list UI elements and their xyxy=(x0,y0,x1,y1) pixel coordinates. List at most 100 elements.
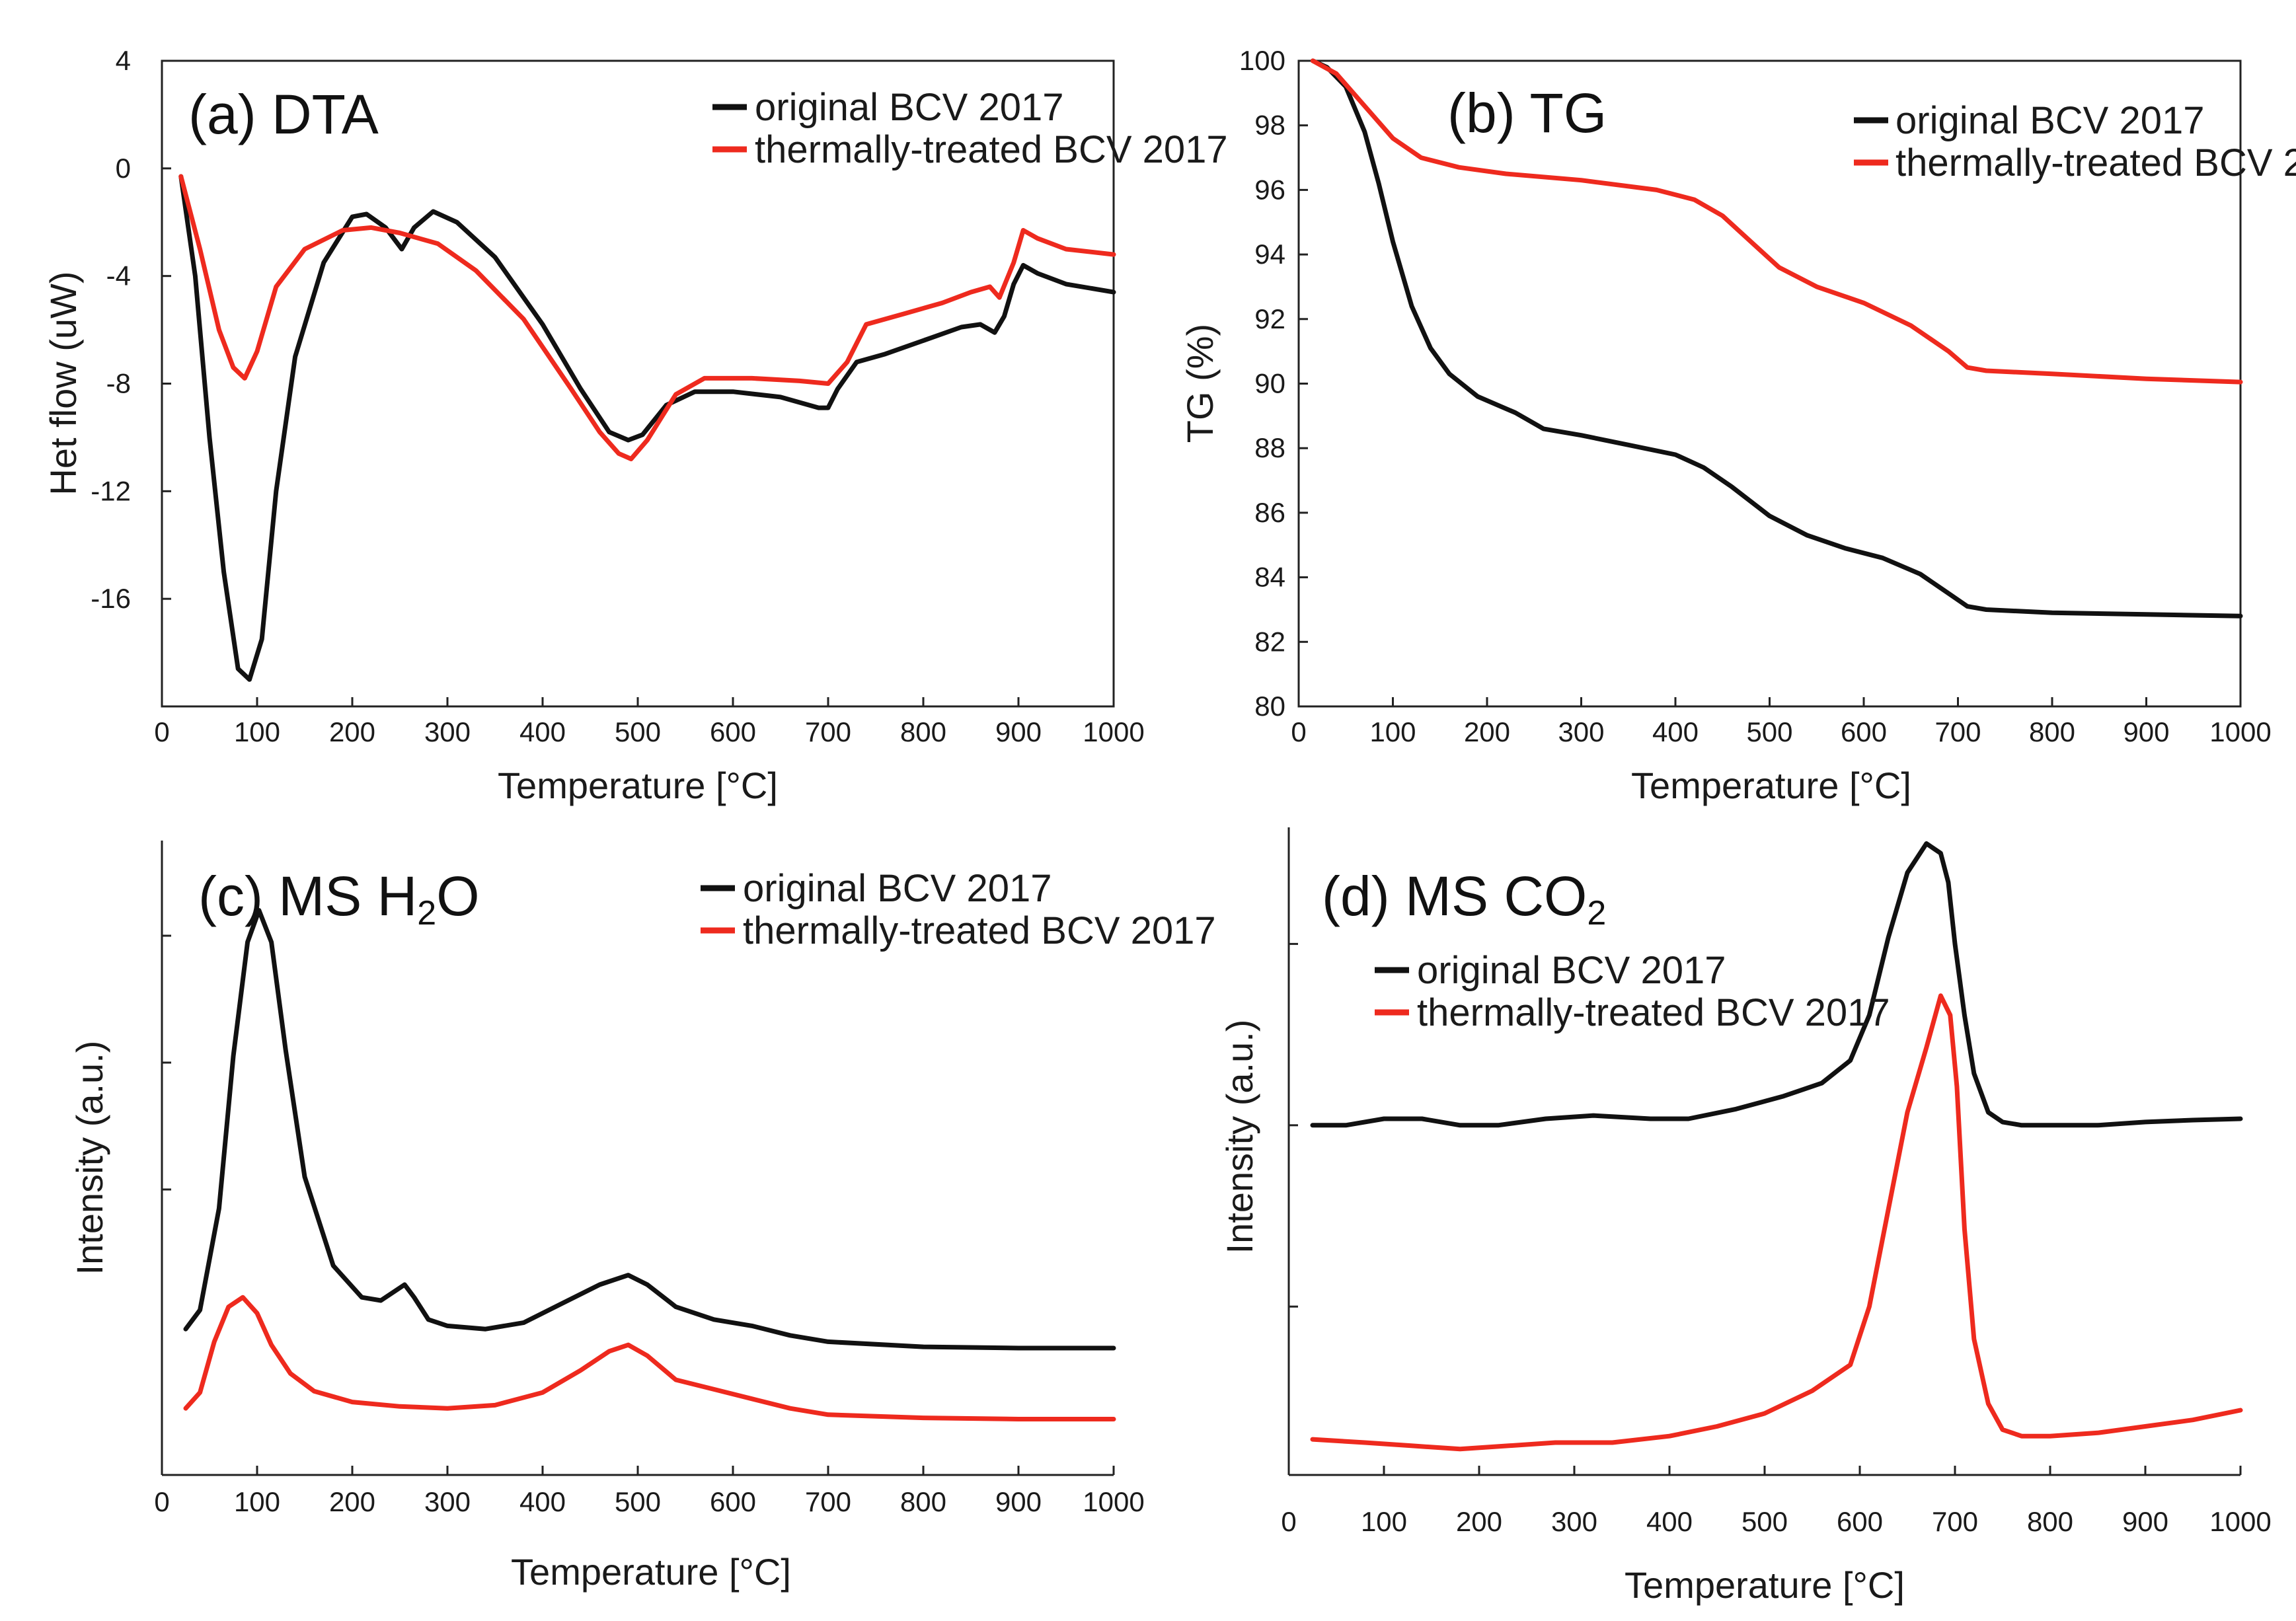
panel-d-x-tick-label: 500 xyxy=(1741,1506,1788,1537)
panel-c-legend-label-treated: thermally-treated BCV 2017 xyxy=(743,909,1216,952)
panel-b-y-tick-label: 96 xyxy=(1254,174,1285,205)
panel-c-x-tick-label: 1000 xyxy=(1083,1486,1144,1517)
panel-c-legend-label-original: original BCV 2017 xyxy=(743,867,1052,910)
panel-b-series-original-line xyxy=(1310,58,2243,619)
panel-b-y-tick-label: 80 xyxy=(1254,691,1285,722)
panel-d-title-subscript: 2 xyxy=(1587,894,1606,932)
panel-b-x-tick-label: 400 xyxy=(1652,716,1699,747)
panel-c-series-original-line xyxy=(183,908,1116,1351)
panel-c-x-tick-label: 400 xyxy=(519,1486,566,1517)
panel-b-tg: 0 100 200 300 400 500 600 700 800 900 1000 100 98 96 9… xyxy=(1179,45,2296,806)
panel-c-x-tick-label: 900 xyxy=(995,1486,1042,1517)
panel-c-y-axis-title: Intensity (a.u.) xyxy=(69,1041,110,1275)
panel-c-x-tick-label: 300 xyxy=(424,1486,471,1517)
panel-a-x-tick-label: 100 xyxy=(234,716,280,747)
panel-a-x-tick-label: 0 xyxy=(154,716,169,747)
panel-d-x-tick-label: 900 xyxy=(2122,1506,2168,1537)
panel-d-x-tick-label: 0 xyxy=(1281,1506,1296,1537)
panel-d-x-tick-label: 100 xyxy=(1361,1506,1407,1537)
panel-d-x-axis-title: Temperature [°C] xyxy=(1625,1564,1905,1606)
panel-a-y-tick-label: -4 xyxy=(106,260,131,291)
panel-a-x-tick-label: 700 xyxy=(805,716,851,747)
panel-b-y-tick-label: 82 xyxy=(1254,626,1285,657)
panel-b-x-tick-label: 200 xyxy=(1464,716,1510,747)
panel-d-title-main: (d) MS CO xyxy=(1322,865,1587,927)
panel-d-title: (d) MS CO2 xyxy=(1322,865,1606,932)
panel-a-y-axis-title: Het flow (uW) xyxy=(42,271,84,495)
panel-b-x-tick-label: 100 xyxy=(1369,716,1416,747)
panel-a-series-thermally-treated-line xyxy=(178,174,1116,461)
panel-d-legend: original BCV 2017 thermally-treated BCV … xyxy=(1375,949,1890,1034)
panel-d-x-tick-label: 400 xyxy=(1646,1506,1693,1537)
panel-b-y-tick-label: 94 xyxy=(1254,239,1285,270)
panel-a-dta: 0 100 200 300 400 500 600 700 800 900 1000 4 0 -4 -8 -1… xyxy=(42,45,1228,806)
panel-a-x-tick-label: 1000 xyxy=(1083,716,1144,747)
panel-c-series xyxy=(183,908,1116,1421)
panel-d-y-axis-title: Intensity (a.u.) xyxy=(1219,1020,1260,1254)
panel-c-title: (c) MS H2O xyxy=(198,865,480,932)
panel-d-x-tick-label: 1000 xyxy=(2209,1506,2271,1537)
panel-c-title-main: (c) MS H xyxy=(198,865,417,927)
panel-a-legend-label-original: original BCV 2017 xyxy=(755,86,1064,129)
panel-c-x-tick-label: 600 xyxy=(710,1486,756,1517)
panel-d-series-thermally-treated-line xyxy=(1310,993,2243,1452)
panel-d-x-tick-label: 600 xyxy=(1837,1506,1883,1537)
panel-b-ticks: 0 100 200 300 400 500 600 700 800 900 1000 100 98 96 9… xyxy=(1239,45,2272,747)
panel-c-ms-h2o: 0 100 200 300 400 500 600 700 800 900 1000 (c) MS … xyxy=(69,841,1216,1593)
panel-a-title: (a) DTA xyxy=(188,83,379,145)
panel-b-series-thermally-treated-line xyxy=(1310,58,2243,385)
panel-a-x-tick-label: 600 xyxy=(710,716,756,747)
panel-a-x-tick-label: 400 xyxy=(519,716,566,747)
panel-b-y-tick-label: 90 xyxy=(1254,368,1285,399)
panel-c-x-tick-label: 200 xyxy=(329,1486,375,1517)
panel-a-y-tick-label: -8 xyxy=(106,368,131,399)
panel-a-x-tick-label: 200 xyxy=(329,716,375,747)
panel-d-legend-label-original: original BCV 2017 xyxy=(1417,949,1726,992)
panel-d-x-tick-label: 800 xyxy=(2027,1506,2073,1537)
panel-a-y-tick-label: -16 xyxy=(91,583,131,614)
panel-d-x-tick-label: 300 xyxy=(1551,1506,1597,1537)
panel-b-y-tick-label: 86 xyxy=(1254,497,1285,528)
panel-b-y-tick-label: 88 xyxy=(1254,432,1285,463)
panel-b-legend-label-original: original BCV 2017 xyxy=(1895,99,2205,142)
panel-b-x-tick-label: 600 xyxy=(1841,716,1887,747)
panel-c-x-tick-label: 800 xyxy=(900,1486,946,1517)
panel-b-x-tick-label: 800 xyxy=(2029,716,2075,747)
panel-a-ticks: 0 100 200 300 400 500 600 700 800 900 1000 4 0 -4 -8 -1… xyxy=(91,45,1144,747)
panel-a-x-tick-label: 800 xyxy=(900,716,946,747)
panel-b-legend-label-treated: thermally-treated BCV 2017 xyxy=(1895,141,2296,184)
panel-d-series xyxy=(1310,841,2243,1452)
panel-b-x-tick-label: 700 xyxy=(1934,716,1981,747)
panel-c-title-subscript: 2 xyxy=(417,894,436,932)
panel-b-x-tick-label: 300 xyxy=(1558,716,1604,747)
panel-b-series xyxy=(1310,58,2243,619)
panel-a-x-tick-label: 500 xyxy=(615,716,661,747)
panel-b-x-axis-title: Temperature [°C] xyxy=(1631,765,1911,806)
panel-c-x-tick-label: 100 xyxy=(234,1486,280,1517)
panel-a-x-axis-title: Temperature [°C] xyxy=(498,765,778,806)
panel-c-ticks: 0 100 200 300 400 500 600 700 800 900 1000 xyxy=(154,934,1145,1517)
panel-c-title-tail: O xyxy=(436,865,479,927)
panel-b-x-tick-label: 1000 xyxy=(2209,716,2271,747)
panel-d-series-original-line xyxy=(1310,841,2243,1128)
panel-b-x-tick-label: 900 xyxy=(2123,716,2169,747)
panel-b-y-tick-label: 92 xyxy=(1254,303,1285,334)
panel-c-x-tick-label: 500 xyxy=(615,1486,661,1517)
panel-b-y-tick-label: 100 xyxy=(1239,45,1285,76)
panel-d-legend-label-treated: thermally-treated BCV 2017 xyxy=(1417,991,1890,1034)
panel-c-series-thermally-treated-line xyxy=(183,1295,1116,1421)
panel-c-x-tick-label: 0 xyxy=(154,1486,169,1517)
panel-a-x-tick-label: 300 xyxy=(424,716,471,747)
panel-c-legend: original BCV 2017 thermally-treated BCV … xyxy=(701,867,1216,952)
panel-b-title: (b) TG xyxy=(1447,82,1607,144)
panel-b-y-tick-label: 98 xyxy=(1254,110,1285,141)
panel-b-legend: original BCV 2017 thermally-treated BCV … xyxy=(1854,99,2296,184)
panel-a-series-original-line xyxy=(178,174,1116,682)
panel-d-x-tick-label: 200 xyxy=(1456,1506,1502,1537)
panel-a-series xyxy=(178,174,1116,682)
panel-b-x-tick-label: 500 xyxy=(1746,716,1792,747)
panel-a-legend: original BCV 2017 thermally-treated BCV … xyxy=(712,86,1228,171)
panel-d-x-tick-label: 700 xyxy=(1932,1506,1978,1537)
panel-b-x-tick-label: 0 xyxy=(1291,716,1306,747)
